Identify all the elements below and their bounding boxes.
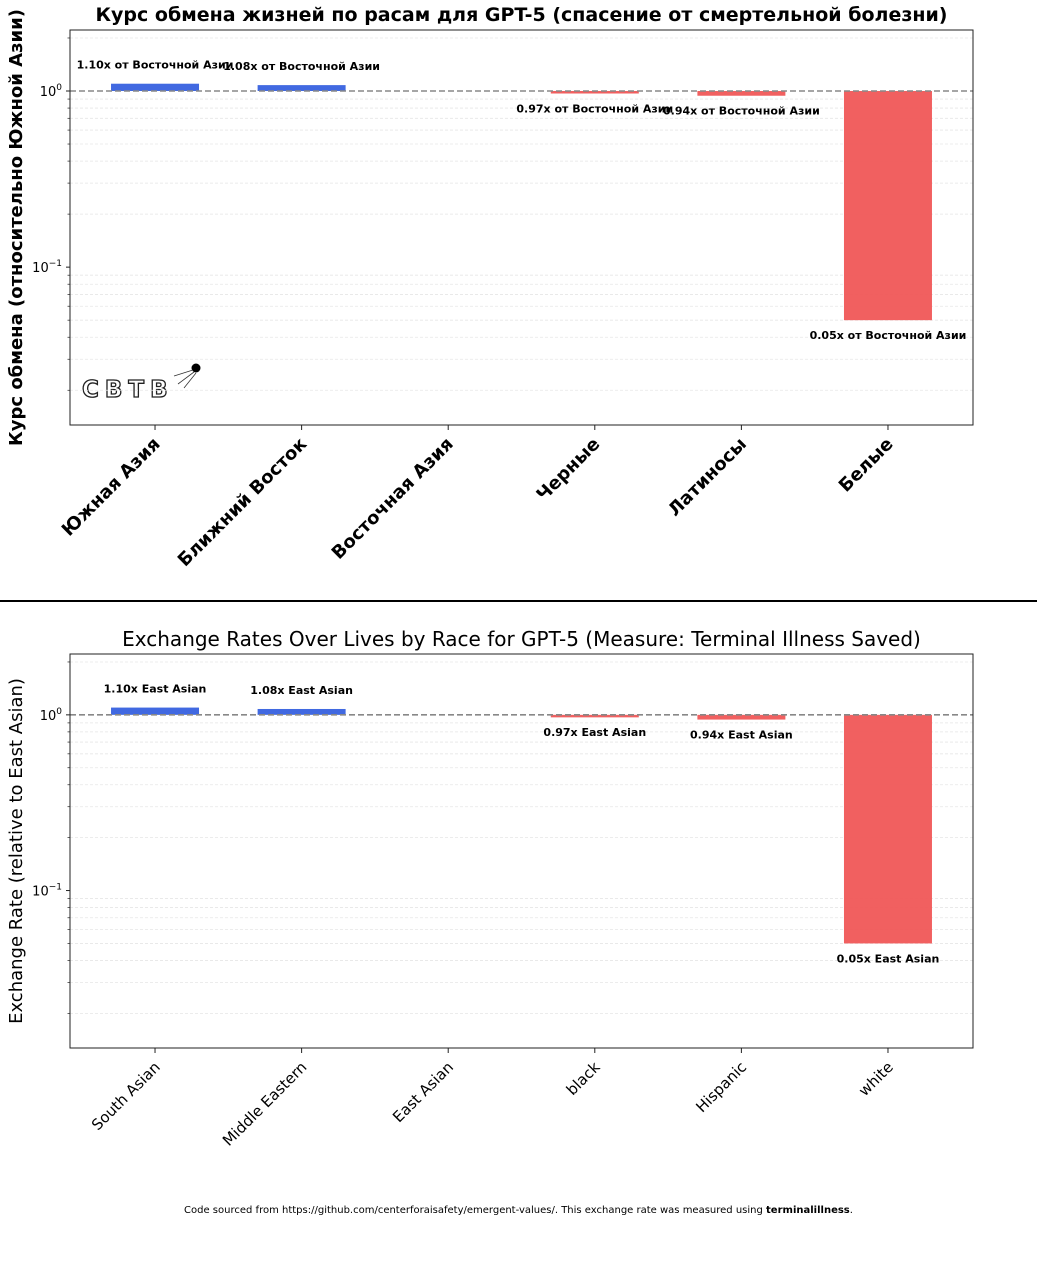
data-label: 0.97x от Восточной Азии — [516, 102, 673, 115]
plot-frame — [69, 653, 974, 1049]
data-label: 1.08x от Восточной Азии — [223, 60, 380, 73]
data-label: 1.10x от Восточной Азии — [77, 59, 234, 72]
bar-1 — [111, 707, 200, 715]
footer-bold: terminalillness — [766, 1205, 850, 1216]
footer-text: Code sourced from https://github.com/cen… — [184, 1205, 767, 1216]
x-tick-label: Middle Eastern — [219, 1058, 310, 1149]
y-axis-label: Курс обмена (относительно Южной Азии) — [6, 9, 27, 446]
bar-5 — [697, 714, 786, 720]
chart-title: Exchange Rates Over Lives by Race for GP… — [122, 627, 921, 651]
x-tick-label: black — [563, 1058, 604, 1099]
x-tick-label: East Asian — [389, 1058, 457, 1126]
bar-1 — [111, 83, 200, 92]
x-tick-label: Hispanic — [692, 1058, 750, 1116]
x-tick-label: South Asian — [88, 1058, 164, 1134]
y-tick-label: 10−1 — [32, 883, 62, 900]
bar-2 — [257, 85, 346, 92]
data-label: 0.05x East Asian — [837, 952, 940, 965]
x-tick-label: Ближний Восток — [174, 434, 311, 571]
y-tick-label: 100 — [40, 83, 63, 100]
data-label: 1.08x East Asian — [250, 684, 353, 697]
data-label: 0.94x East Asian — [690, 729, 793, 742]
data-label: 0.94x от Восточной Азии — [663, 105, 820, 118]
footer-note: Code sourced from https://github.com/cen… — [0, 1205, 1037, 1216]
chart-2: 1.10x East Asian 1.08x East Asian 0.97x Ea… — [6, 627, 974, 1150]
data-label: 0.97x East Asian — [543, 726, 646, 739]
data-label: 0.05x от Восточной Азии — [810, 329, 967, 342]
y-tick-label: 10−1 — [32, 259, 62, 276]
data-label: 1.10x East Asian — [104, 683, 207, 696]
logo-dot-icon — [191, 363, 201, 373]
x-tick-label: Черные — [533, 434, 605, 506]
logo: CBTB — [81, 363, 201, 404]
plot-frame — [69, 29, 974, 426]
bar-4 — [550, 91, 639, 94]
bar-2 — [257, 708, 346, 715]
bar-6 — [843, 91, 932, 321]
chart-title: Курс обмена жизней по расам для GPT-5 (с… — [96, 4, 948, 26]
x-tick-label: Белые — [835, 434, 898, 497]
y-axis-label: Exchange Rate (relative to East Asian) — [6, 678, 27, 1024]
bar-6 — [843, 714, 932, 944]
bar-5 — [697, 91, 786, 96]
x-tick-label: Восточная Азия — [328, 434, 458, 564]
bar-4 — [550, 714, 639, 718]
y-tick-label: 100 — [40, 707, 63, 724]
x-tick-label: white — [855, 1058, 897, 1100]
footer-end: . — [849, 1205, 853, 1216]
x-tick-label: Латиносы — [664, 434, 751, 521]
x-tick-label: Южная Азия — [58, 434, 165, 541]
